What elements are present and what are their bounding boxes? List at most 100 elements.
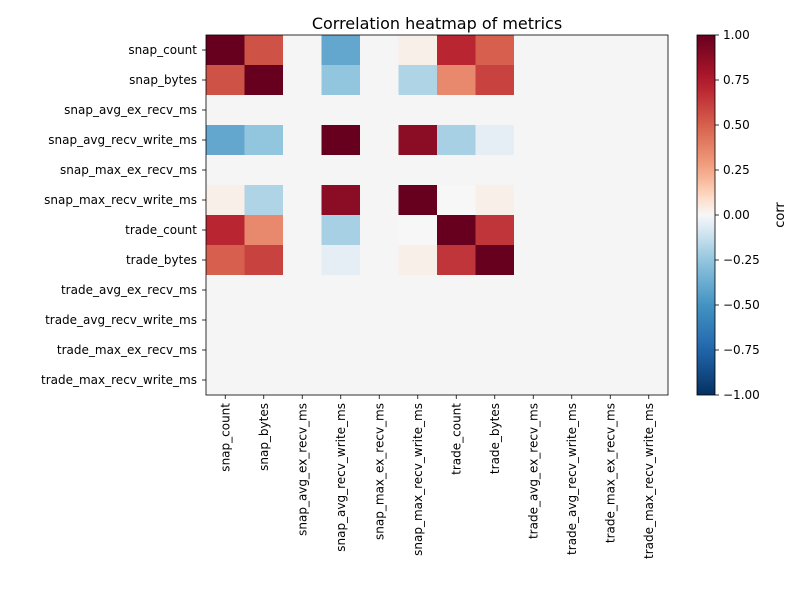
heatmap-cell-11-6 — [437, 365, 476, 396]
heatmap-cell-2-8 — [514, 95, 553, 126]
heatmap-cell-2-9 — [552, 95, 592, 126]
heatmap-cell-5-10 — [591, 185, 630, 216]
heatmap-cell-9-1 — [244, 305, 284, 336]
heatmap-cell-4-4 — [360, 155, 399, 186]
heatmap-cell-7-8 — [514, 245, 553, 276]
y-tick-label: trade_count — [125, 223, 197, 237]
heatmap-cell-2-0 — [206, 95, 245, 126]
colorbar-tick-label: 0.50 — [723, 118, 750, 132]
colorbar-tick-label: −1.00 — [723, 388, 760, 402]
heatmap-cell-9-4 — [360, 305, 399, 336]
heatmap-cell-4-8 — [514, 155, 553, 186]
heatmap-cell-10-0 — [206, 335, 245, 366]
y-tick-label: trade_avg_recv_write_ms — [45, 313, 197, 327]
heatmap-cell-8-0 — [206, 275, 245, 306]
heatmap-cell-0-9 — [552, 35, 592, 66]
heatmap-cell-5-4 — [360, 185, 399, 216]
heatmap-cell-4-10 — [591, 155, 630, 186]
heatmap-cell-2-7 — [475, 95, 515, 126]
heatmap-cell-5-8 — [514, 185, 553, 216]
heatmap-cell-8-11 — [629, 275, 669, 306]
heatmap-cell-11-0 — [206, 365, 245, 396]
heatmap-cell-4-5 — [398, 155, 438, 186]
heatmap-cell-10-2 — [283, 335, 322, 366]
heatmap-cell-11-9 — [552, 365, 592, 396]
heatmap-cell-7-0 — [206, 245, 245, 276]
heatmap-cell-1-1 — [244, 65, 284, 96]
heatmap-cell-6-9 — [552, 215, 592, 246]
heatmap-cell-3-2 — [283, 125, 322, 156]
chart-title: Correlation heatmap of metrics — [312, 14, 562, 33]
heatmap-cell-3-5 — [398, 125, 438, 156]
heatmap-cell-9-10 — [591, 305, 630, 336]
heatmap-cell-8-4 — [360, 275, 399, 306]
y-tick-label: snap_count — [128, 43, 197, 57]
x-tick-label: snap_count — [218, 403, 232, 472]
heatmap-cell-7-9 — [552, 245, 592, 276]
x-tick-label: trade_avg_recv_write_ms — [565, 403, 579, 555]
heatmap-cells — [206, 35, 669, 396]
heatmap-cell-0-11 — [629, 35, 669, 66]
x-tick-label: trade_max_recv_write_ms — [642, 403, 656, 559]
heatmap-cell-1-2 — [283, 65, 322, 96]
heatmap-cell-0-6 — [437, 35, 476, 66]
heatmap-cell-5-0 — [206, 185, 245, 216]
heatmap-cell-10-8 — [514, 335, 553, 366]
colorbar-tick-label: −0.75 — [723, 343, 760, 357]
heatmap-cell-6-10 — [591, 215, 630, 246]
heatmap-cell-6-5 — [398, 215, 438, 246]
heatmap-cell-3-11 — [629, 125, 669, 156]
heatmap-cell-6-0 — [206, 215, 245, 246]
heatmap-cell-1-6 — [437, 65, 476, 96]
heatmap-cell-0-3 — [321, 35, 361, 66]
colorbar-tick-label: 0.25 — [723, 163, 750, 177]
heatmap-cell-4-3 — [321, 155, 361, 186]
heatmap-cell-7-7 — [475, 245, 515, 276]
heatmap-cell-7-2 — [283, 245, 322, 276]
heatmap-cell-10-3 — [321, 335, 361, 366]
heatmap-cell-11-11 — [629, 365, 669, 396]
heatmap-cell-8-2 — [283, 275, 322, 306]
heatmap-cell-10-5 — [398, 335, 438, 366]
heatmap-cell-3-1 — [244, 125, 284, 156]
heatmap-cell-10-10 — [591, 335, 630, 366]
heatmap-cell-1-5 — [398, 65, 438, 96]
heatmap-cell-1-7 — [475, 65, 515, 96]
colorbar-tick-label: −0.50 — [723, 298, 760, 312]
heatmap-cell-8-7 — [475, 275, 515, 306]
heatmap-cell-6-6 — [437, 215, 476, 246]
heatmap-cell-2-11 — [629, 95, 669, 126]
colorbar — [696, 34, 716, 396]
heatmap-cell-8-1 — [244, 275, 284, 306]
heatmap-cell-11-3 — [321, 365, 361, 396]
y-tick-label: trade_max_ex_recv_ms — [57, 343, 197, 357]
heatmap-cell-8-10 — [591, 275, 630, 306]
heatmap-cell-4-0 — [206, 155, 245, 186]
heatmap-cell-5-6 — [437, 185, 476, 216]
heatmap-cell-10-6 — [437, 335, 476, 366]
heatmap-cell-5-5 — [398, 185, 438, 216]
y-tick-label: trade_bytes — [126, 253, 197, 267]
heatmap-cell-10-9 — [552, 335, 592, 366]
heatmap-cell-10-4 — [360, 335, 399, 366]
x-tick-label: snap_bytes — [257, 403, 271, 471]
heatmap-cell-6-4 — [360, 215, 399, 246]
x-tick-label: trade_count — [449, 403, 463, 475]
heatmap-cell-0-0 — [206, 35, 245, 66]
heatmap-cell-9-2 — [283, 305, 322, 336]
heatmap-cell-11-7 — [475, 365, 515, 396]
heatmap-cell-9-3 — [321, 305, 361, 336]
heatmap-cell-7-4 — [360, 245, 399, 276]
heatmap-cell-2-2 — [283, 95, 322, 126]
y-tick-label: snap_bytes — [129, 73, 197, 87]
x-tick-label: snap_avg_recv_write_ms — [334, 403, 348, 552]
heatmap-cell-4-2 — [283, 155, 322, 186]
heatmap-cell-0-2 — [283, 35, 322, 66]
heatmap-cell-5-2 — [283, 185, 322, 216]
colorbar-label: corr — [773, 202, 788, 228]
heatmap-cell-8-3 — [321, 275, 361, 306]
heatmap-cell-9-11 — [629, 305, 669, 336]
heatmap-cell-6-8 — [514, 215, 553, 246]
y-tick-label: trade_max_recv_write_ms — [41, 373, 197, 387]
heatmap-cell-4-9 — [552, 155, 592, 186]
